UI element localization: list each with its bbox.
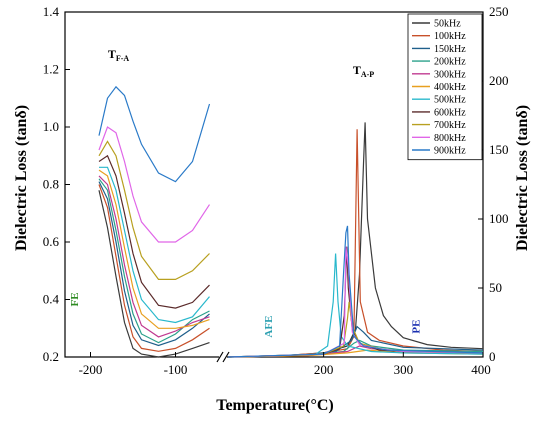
series-line-right-6	[227, 253, 484, 358]
series-line-left-2	[98, 181, 210, 347]
right-y-axis-title: Dielectric Loss (tanδ)	[514, 105, 531, 251]
legend-label: 300kHz	[434, 69, 466, 80]
right-y-tick-label: 100	[489, 211, 509, 226]
series-line-left-9	[98, 126, 211, 243]
legend-label: 200kHz	[434, 57, 466, 68]
axis-break-mark	[216, 351, 230, 363]
series-line-left-8	[98, 140, 210, 280]
series-line-left-5	[98, 169, 210, 329]
transition-marker-f-a: TF-A	[108, 47, 130, 63]
series-line-left-1	[98, 184, 210, 352]
left-y-tick-label: 0.8	[43, 177, 59, 192]
legend-label: 700kHz	[434, 120, 466, 131]
series-line-left-7	[98, 154, 210, 309]
x-tick-label: 400	[471, 362, 491, 377]
left-y-tick-label: 0.6	[43, 234, 60, 249]
x-axis: -200 -100 200 300 400	[79, 352, 491, 377]
right-y-tick-label: 150	[489, 142, 509, 157]
right-y-axis: 0 50 100 150 200 250	[478, 4, 509, 364]
transition-marker-a-p: TA-P	[353, 63, 374, 79]
legend-label: 50kHz	[434, 19, 461, 30]
x-tick-label: -200	[79, 362, 103, 377]
x-tick-label: 300	[394, 362, 414, 377]
right-y-tick-label: 200	[489, 73, 509, 88]
legend-label: 900kHz	[434, 146, 466, 157]
legend-label: 100kHz	[434, 31, 466, 42]
left-y-tick-label: 0.4	[43, 292, 60, 307]
left-y-tick-label: 1.0	[43, 119, 59, 134]
legend-label: 500kHz	[434, 95, 466, 106]
left-y-tick-label: 1.4	[43, 4, 60, 19]
right-panel-series	[227, 122, 484, 358]
left-y-axis-title: Dielectric Loss (tanδ)	[13, 105, 30, 251]
axis-break-gap	[219, 351, 227, 363]
x-tick-label: 200	[314, 362, 334, 377]
phase-label-pe: PE	[410, 320, 422, 334]
axis-break-slash	[222, 351, 230, 363]
series-line-left-0	[98, 190, 210, 358]
x-tick-label: -100	[164, 362, 188, 377]
legend-label: 150kHz	[434, 44, 466, 55]
phase-annotations: FE AFE PE TF-A TA-P	[69, 47, 422, 338]
left-y-tick-label: 1.2	[43, 62, 59, 77]
legend-label: 600kHz	[434, 107, 466, 118]
right-y-tick-label: 0	[489, 349, 496, 364]
left-y-axis: 0.2 0.4 0.6 0.8 1.0 1.2 1.4	[43, 4, 70, 364]
left-panel-series	[98, 85, 211, 358]
right-y-tick-label: 250	[489, 4, 509, 19]
phase-label-fe: FE	[69, 292, 81, 306]
series-line-left-6	[99, 166, 210, 324]
left-y-tick-label: 0.2	[43, 349, 59, 364]
legend-label: 800kHz	[434, 133, 466, 144]
x-axis-title: Temperature(°C)	[216, 397, 333, 414]
series-line-left-10	[98, 85, 211, 183]
right-y-tick-label: 50	[489, 280, 502, 295]
axis-break-slash	[216, 351, 224, 363]
phase-label-afe: AFE	[263, 316, 275, 338]
legend-label: 400kHz	[434, 82, 466, 93]
series-line-right-10	[227, 225, 484, 358]
